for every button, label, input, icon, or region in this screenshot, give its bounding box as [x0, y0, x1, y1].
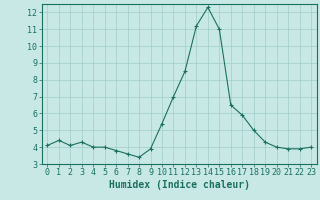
X-axis label: Humidex (Indice chaleur): Humidex (Indice chaleur)	[109, 180, 250, 190]
